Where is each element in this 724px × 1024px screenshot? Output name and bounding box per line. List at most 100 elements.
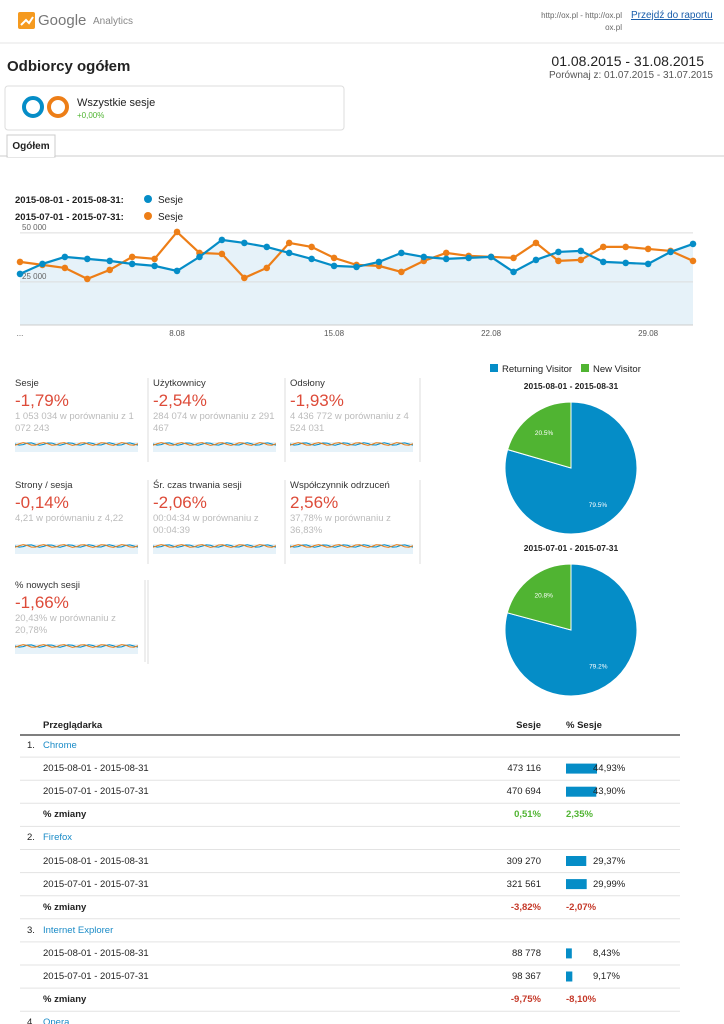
data-point xyxy=(128,260,136,268)
sparkline xyxy=(15,442,138,452)
data-point xyxy=(487,253,495,261)
metric-change: -1,79% xyxy=(15,391,69,410)
metric-tile: Współczynnik odrzuceń 2,56% 37,78% w porów… xyxy=(290,480,418,560)
data-point xyxy=(106,266,114,274)
pie-value-label: 20.8% xyxy=(534,592,553,599)
sparkline-bg xyxy=(290,442,413,452)
data-point xyxy=(689,240,697,248)
sparkline xyxy=(290,544,413,554)
data-point xyxy=(330,262,338,270)
sparkline xyxy=(153,544,276,554)
sessions: 470 694 xyxy=(506,786,541,798)
data-point xyxy=(39,260,46,268)
data-point xyxy=(16,270,24,278)
browser-name[interactable]: Firefox xyxy=(43,832,73,844)
share-bar xyxy=(566,786,597,797)
segment-change: +0,00% xyxy=(77,111,104,120)
period-label: 2015-08-01 - 2015-08-31 xyxy=(43,763,149,775)
data-point xyxy=(285,239,293,247)
sessions: 98 367 xyxy=(511,971,541,982)
data-point xyxy=(106,257,114,265)
pie-value-label: 79.5% xyxy=(589,502,608,509)
data-point xyxy=(308,255,315,263)
sessions: 473 116 xyxy=(507,763,541,775)
data-point xyxy=(241,239,248,247)
logo-mark xyxy=(20,16,34,26)
sparkline-bg xyxy=(15,442,138,452)
row-index: 3. xyxy=(27,924,35,936)
date-range: 01.08.2015 - 31.08.2015 xyxy=(551,53,704,69)
metric-tile: Śr. czas trwania sesji -2,06% 00:04:34 w p… xyxy=(153,480,281,560)
pie-slice xyxy=(506,563,572,631)
series-area xyxy=(20,239,693,325)
share-label: 43,90% xyxy=(593,786,626,798)
row-index: 4. xyxy=(27,1017,35,1024)
legend-label: New Visitor xyxy=(593,364,641,375)
legend-label: Sesje xyxy=(158,212,183,223)
metric-tile: Użytkownicy -2,54% 284 074 w porównaniu z … xyxy=(153,378,281,458)
data-point xyxy=(532,239,540,247)
legend-label: Sesje xyxy=(158,195,183,206)
legend-period: 2015-07-01 - 2015-07-31: xyxy=(15,212,124,223)
data-point xyxy=(577,247,585,255)
data-point xyxy=(465,254,472,262)
segment-icon xyxy=(22,96,44,118)
logo-brand: Google xyxy=(38,12,86,29)
segment-name: Wszystkie sesje xyxy=(77,97,155,109)
x-tick-label: 29.08 xyxy=(638,329,659,338)
metric-name: Strony / sesja xyxy=(15,480,73,491)
data-point xyxy=(128,253,136,261)
data-point xyxy=(61,264,69,272)
compare-range: Porównaj z: 01.07.2015 - 31.07.2015 xyxy=(549,70,713,81)
x-tick-label: 15.08 xyxy=(324,329,345,338)
change-sessions: -9,75% xyxy=(510,994,541,1006)
browser-name[interactable]: Chrome xyxy=(43,740,77,751)
x-tick-label: ... xyxy=(17,329,24,338)
share-label: 29,99% xyxy=(593,878,626,890)
metric-comparison: 4,21 w porównaniu z 4,22 xyxy=(15,513,124,524)
metric-name: Współczynnik odrzuceń xyxy=(290,480,390,491)
change-label: % zmiany xyxy=(43,809,87,821)
metric-name: Sesje xyxy=(15,378,39,389)
data-point xyxy=(555,257,562,265)
view-name: ox.pl xyxy=(605,23,622,32)
pie-slice xyxy=(504,401,638,535)
column-header: Przeglądarka xyxy=(43,720,103,731)
metric-name: Śr. czas trwania sesji xyxy=(153,480,242,491)
metric-comparison: 284 074 w porównaniu z 291 467 xyxy=(153,411,275,434)
metric-comparison: 4 436 772 w porównaniu z 4 524 031 xyxy=(290,411,409,434)
sparkline-line xyxy=(290,544,413,548)
data-point xyxy=(398,249,405,257)
segment-box[interactable] xyxy=(4,85,345,131)
metric-comparison: 00:04:34 w porównaniu z 00:04:39 xyxy=(153,513,259,536)
sparkline-bg xyxy=(153,544,276,554)
pie-title: 2015-07-01 - 2015-07-31 xyxy=(524,543,619,553)
browser-name[interactable]: Opera xyxy=(43,1017,70,1024)
segment-icon xyxy=(47,96,69,118)
browser-name[interactable]: Internet Explorer xyxy=(43,924,114,936)
report-title: Odbiorcy ogółem xyxy=(7,58,130,75)
sparkline xyxy=(153,442,276,452)
data-point xyxy=(510,268,517,276)
sparkline-line xyxy=(15,544,138,548)
pie-value-label: 79.2% xyxy=(589,664,608,671)
share-label: 8,43% xyxy=(593,947,620,959)
y-tick-label: 25 000 xyxy=(22,272,47,281)
data-point xyxy=(442,255,450,263)
period-label: 2015-07-01 - 2015-07-31 xyxy=(43,878,149,890)
data-point xyxy=(442,249,450,257)
data-point xyxy=(644,260,652,268)
metric-comparison: 20,43% w porównaniu z 20,78% xyxy=(15,613,116,636)
data-point xyxy=(622,259,629,267)
sparkline-bg xyxy=(15,644,138,654)
report-link[interactable]: Przejdź do raportu xyxy=(631,10,713,21)
logo-product: Analytics xyxy=(93,16,133,27)
sparkline-line xyxy=(153,442,276,446)
sessions: 309 270 xyxy=(506,855,541,867)
y-tick-label: 50 000 xyxy=(22,223,47,232)
data-point xyxy=(532,256,540,264)
data-point xyxy=(218,236,226,244)
change-label: % zmiany xyxy=(43,994,87,1006)
change-share: -8,10% xyxy=(566,994,597,1006)
sparkline-bg xyxy=(290,544,413,554)
